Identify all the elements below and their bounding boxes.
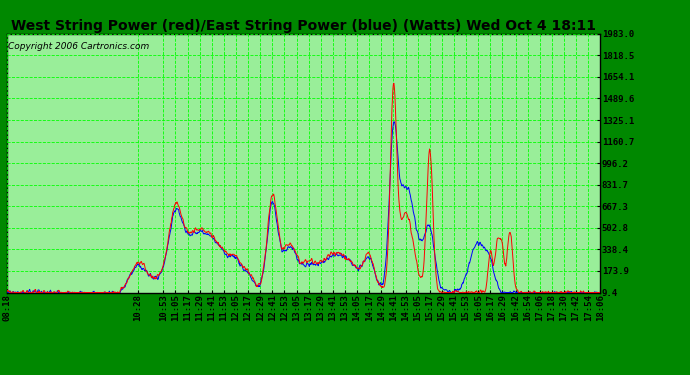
Title: West String Power (red)/East String Power (blue) (Watts) Wed Oct 4 18:11: West String Power (red)/East String Powe… [11,19,596,33]
Text: Copyright 2006 Cartronics.com: Copyright 2006 Cartronics.com [8,42,149,51]
